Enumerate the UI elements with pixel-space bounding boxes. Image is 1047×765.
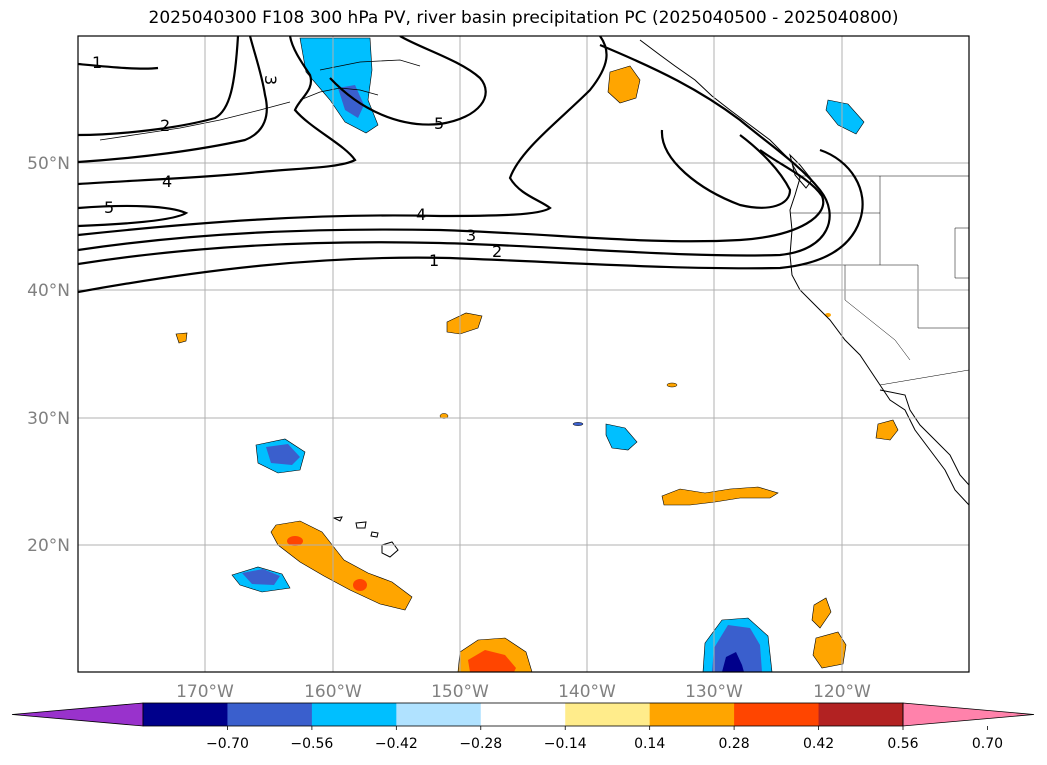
colorbar-tick-label: 0.42 <box>803 736 834 752</box>
contour-label: 5 <box>434 114 444 133</box>
pv-contour-labels: 1 2 3 4 5 5 4 3 2 1 <box>92 53 502 270</box>
precip-anomaly-positive <box>661 486 779 506</box>
contour-label: 5 <box>104 198 114 217</box>
colorbar-tick-label: −0.14 <box>544 736 587 752</box>
colorbar-swatch <box>649 703 735 726</box>
colorbar-swatch <box>227 703 313 726</box>
lat-label: 20°N <box>27 536 70 556</box>
map-title: 2025040300 F108 300 hPa PV, river basin … <box>148 8 899 28</box>
precip-anomaly-mid-negative <box>712 625 762 672</box>
contour-label: 2 <box>160 116 170 135</box>
precip-anomaly-positive <box>446 312 483 335</box>
pv-contour-5-east <box>660 129 792 209</box>
pv-contour-5-loop <box>78 204 189 228</box>
pv-contour-5-north <box>329 36 487 126</box>
colorbar-extend-high <box>902 702 1035 727</box>
precip-anomaly-mid-positive <box>287 536 303 546</box>
lon-label: 150°W <box>431 682 489 702</box>
pv-contour-2 <box>78 43 831 266</box>
colorbar-tick-label: −0.28 <box>459 736 502 752</box>
pv-contour-1 <box>78 148 864 294</box>
political-borders <box>790 175 969 386</box>
lon-label: 130°W <box>685 682 743 702</box>
lon-label: 170°W <box>176 682 234 702</box>
lat-label: 50°N <box>27 154 70 174</box>
precip-anomaly-positive <box>812 631 847 669</box>
precip-anomaly-positive <box>607 65 641 104</box>
lon-label: 120°W <box>813 682 871 702</box>
colorbar-tick-label: 0.14 <box>634 736 665 752</box>
precip-anomaly-positive <box>270 520 413 611</box>
pv-contour-2-north <box>78 36 268 164</box>
lat-label: 30°N <box>27 409 70 429</box>
precip-anomaly-negative <box>605 423 638 451</box>
precip-anomaly-mid-negative <box>338 85 364 118</box>
colorbar-swatch <box>396 703 482 726</box>
precipitation-shading <box>175 37 899 672</box>
colorbar: −0.70 −0.56 −0.42 −0.28 −0.14 0.14 0.28 0.42 0.5… <box>11 702 1035 752</box>
pv-contour-3 <box>78 149 825 252</box>
precip-anomaly-mid-positive <box>468 650 516 672</box>
colorbar-swatch <box>480 703 566 726</box>
pv-contours <box>78 36 864 294</box>
contour-label: 3 <box>261 75 280 85</box>
map-panel <box>78 36 969 672</box>
colorbar-swatch <box>143 703 228 726</box>
colorbar-tick-label: 0.28 <box>719 736 750 752</box>
precip-anomaly-strong-negative <box>722 652 744 672</box>
pv-contour-4-north <box>78 36 357 186</box>
colorbar-tick-label: 0.70 <box>972 736 1003 752</box>
gridlines <box>78 36 969 672</box>
colorbar-swatch <box>565 703 651 726</box>
latitude-labels: 50°N 40°N 30°N 20°N <box>27 154 70 556</box>
colorbar-tick-label: −0.56 <box>290 736 333 752</box>
colorbar-tick-label: 0.56 <box>887 736 918 752</box>
contour-label: 4 <box>416 205 426 224</box>
contour-label: 3 <box>466 226 476 245</box>
precip-anomaly-negative <box>825 99 865 135</box>
lat-label: 40°N <box>27 281 70 301</box>
coastlines <box>99 39 969 558</box>
colorbar-swatch <box>818 703 904 726</box>
colorbar-tick-label: −0.42 <box>375 736 418 752</box>
longitude-labels: 170°W 160°W 150°W 140°W 130°W 120°W <box>176 682 871 702</box>
pv-contour-4-south <box>78 36 608 237</box>
colorbar-swatch <box>311 703 397 726</box>
precip-anomaly-mid-negative <box>266 444 300 465</box>
contour-label: 4 <box>162 172 172 191</box>
colorbar-tick-label: −0.70 <box>206 736 249 752</box>
pv-contour-1-north <box>78 36 240 137</box>
precip-anomaly-mid-negative <box>242 569 280 585</box>
lon-label: 140°W <box>558 682 616 702</box>
precip-anomaly-positive <box>175 332 188 344</box>
precip-anomaly-mid-positive <box>353 579 367 591</box>
colorbar-swatch <box>734 703 820 726</box>
colorbar-extend-low <box>11 702 144 727</box>
precip-anomaly-positive <box>666 382 678 388</box>
precip-anomaly-positive <box>811 597 832 629</box>
lon-label: 160°W <box>304 682 362 702</box>
contour-label: 2 <box>492 242 502 261</box>
contour-label: 1 <box>92 53 102 72</box>
pv-contour-1-top <box>78 62 159 70</box>
precip-anomaly-negative <box>572 422 584 426</box>
map-frame <box>77 35 970 673</box>
colorbar-frame <box>142 702 904 727</box>
contour-label: 1 <box>429 251 439 270</box>
precip-anomaly-positive <box>875 419 899 441</box>
